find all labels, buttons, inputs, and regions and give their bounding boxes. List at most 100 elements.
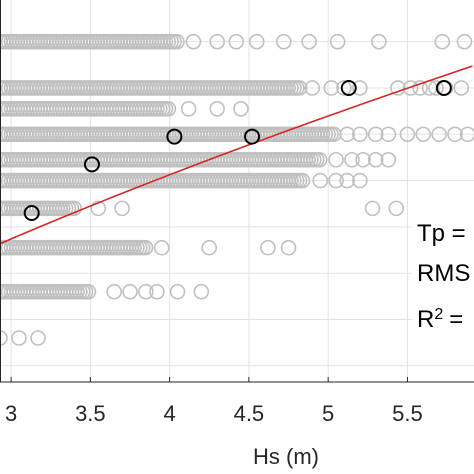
observation-point [329,33,346,50]
x-tick-label: 4.5 [234,401,265,426]
fit-curve [0,65,473,245]
observation-point [355,151,371,168]
observation-point [180,101,197,117]
observation-point [402,80,419,96]
observation-point [138,283,154,300]
observation-point [275,33,292,50]
annotation-r2-superscript: 2 [434,306,443,323]
mean-point [244,128,261,145]
observation-point [80,283,97,300]
observation-point [137,239,154,256]
observation-band [0,283,210,300]
annotation-text: Tp = RMS R2 = [417,220,470,333]
observation-point [11,330,27,346]
observation-point [431,126,447,143]
observation-point [209,33,225,50]
observation-point [149,283,165,300]
observation-point [209,101,225,117]
observation-point [336,80,352,96]
observation-point [364,200,381,217]
observation-point [169,283,186,300]
observation-band [0,126,474,143]
observation-point [339,126,355,143]
mean-point [166,128,183,145]
observation-point [328,172,344,189]
observation-point [249,33,265,50]
observation-point [106,283,122,300]
observation-point [114,200,130,217]
observation-point [459,126,474,143]
observation-point [367,151,384,168]
observation-point [399,126,416,143]
observation-point [185,33,202,50]
observation-point [412,80,428,96]
observation-band [0,80,470,96]
observation-point [193,283,210,300]
x-tick-label: 5 [322,401,334,426]
observation-point [380,151,397,168]
observation-point [169,33,185,50]
annotation-r2-label: R2 = [417,306,463,334]
observation-point [0,330,8,346]
axes [0,0,474,383]
annotation-equation: Tp = [417,220,466,247]
observation-point [428,80,444,96]
observation-point [291,80,308,96]
observation-band [0,200,405,217]
observation-point [66,200,82,217]
observation-point [201,239,218,256]
mean-point [435,79,452,96]
observation-point [456,33,473,50]
observation-point [153,239,170,256]
grid-lines [0,0,474,382]
observations-layer [0,33,474,346]
mean-point [23,204,40,221]
mean-point [340,79,357,96]
observation-band [0,172,368,189]
observation-point [260,239,276,256]
observation-point [352,172,368,189]
observation-point [304,80,321,96]
observation-point [228,33,245,50]
observation-point [233,101,249,117]
observation-point [371,33,387,50]
observation-point [328,151,344,168]
observation-point [344,151,360,168]
x-tick-label: 4 [164,401,176,426]
observation-point [323,80,340,96]
observation-point [30,330,46,346]
observation-point [90,200,107,217]
observation-point [160,101,177,117]
observation-point [415,126,432,143]
observation-point [352,80,368,96]
x-tick-label: 5.5 [392,401,423,426]
x-tick-label: 3 [5,401,17,426]
observation-band [0,330,46,346]
observation-point [447,126,463,143]
observation-point [453,80,470,96]
annotation-box [412,212,474,342]
observation-point [352,126,368,143]
observation-point [388,200,405,217]
observation-point [280,239,297,256]
x-tick-label: 3.5 [75,401,106,426]
mean-point [83,156,100,173]
observation-point [294,172,311,189]
observation-band [0,151,397,168]
annotation-r2-equals: = [449,306,463,333]
observation-point [311,151,328,168]
observation-point [390,80,406,96]
x-axis-label: Hs (m) [253,444,319,469]
observation-point [122,283,138,300]
observation-band [0,101,249,117]
observation-band [0,33,473,50]
observation-point [339,172,355,189]
annotation-rms: RMS [417,260,470,287]
observation-point [434,33,451,50]
mean-markers-layer [23,79,452,221]
x-tick-labels: 3 3.5 4 4.5 5 5.5 [5,401,423,426]
observation-band [0,239,297,256]
annotation-r2-base: R [417,306,434,333]
observation-point [301,33,317,50]
